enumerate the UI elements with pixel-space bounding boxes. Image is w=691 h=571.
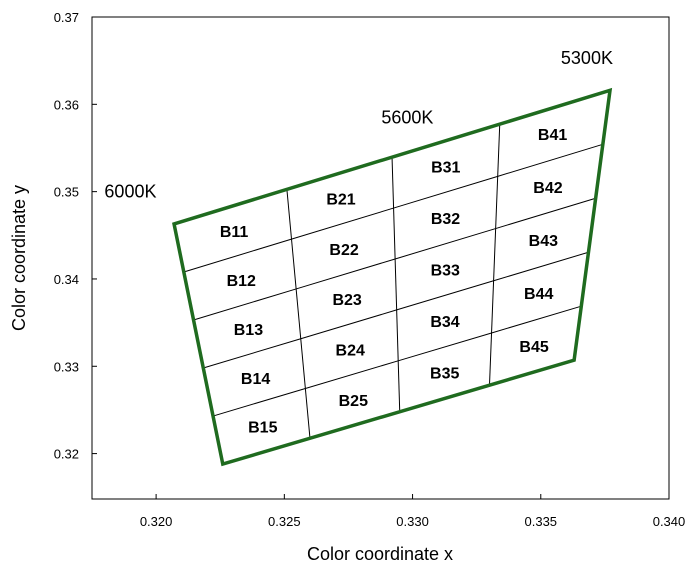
bin-label-b45: B45: [519, 339, 548, 356]
row-divider: [183, 143, 603, 273]
bin-outline: [172, 87, 613, 467]
column-divider: [391, 157, 401, 412]
bin-label-b15: B15: [248, 420, 277, 437]
color-temperature-labels: 6000K 5600K 5300K: [104, 48, 613, 202]
column-divider: [286, 189, 311, 439]
bin-label-b33: B33: [431, 263, 460, 280]
y-tick-label: 0.33: [54, 359, 79, 374]
column-divider: [488, 124, 501, 386]
bin-label-b31: B31: [431, 159, 460, 176]
plot-frame: [91, 16, 670, 500]
bin-label-b32: B32: [431, 211, 460, 228]
bin-label-b25: B25: [339, 393, 368, 410]
bin-region-outline: [172, 87, 613, 467]
bin-label-b21: B21: [326, 191, 355, 208]
bin-label-b13: B13: [234, 322, 263, 339]
color-temperature-label: 5300K: [561, 48, 613, 68]
y-tick-label: 0.35: [54, 185, 79, 200]
x-tick-label: 0.335: [525, 514, 558, 529]
y-tick-label: 0.34: [54, 272, 79, 287]
bin-label-b35: B35: [430, 366, 459, 383]
bin-label-b12: B12: [227, 273, 256, 290]
bin-label-b42: B42: [533, 180, 562, 197]
bin-label-b23: B23: [332, 292, 361, 309]
bin-label-b24: B24: [336, 342, 365, 359]
color-temperature-label: 5600K: [381, 107, 433, 127]
bin-label-b34: B34: [430, 314, 459, 331]
x-tick-label: 0.325: [268, 514, 301, 529]
x-tick-label: 0.320: [140, 514, 173, 529]
bin-grid: [183, 124, 603, 439]
x-axis-title: Color coordinate x: [307, 544, 453, 564]
y-tick-label: 0.36: [54, 97, 79, 112]
y-tick-label: 0.37: [54, 10, 79, 25]
row-divider: [193, 197, 596, 321]
bin-label-b44: B44: [524, 286, 553, 303]
x-tick-label: 0.340: [653, 514, 686, 529]
color-temperature-label: 6000K: [104, 182, 156, 202]
bin-label-b41: B41: [538, 127, 567, 144]
y-tick-label: 0.32: [54, 447, 79, 462]
bin-label-b11: B11: [220, 224, 249, 241]
row-divider: [212, 305, 582, 417]
bin-label-b43: B43: [529, 233, 558, 250]
bin-label-b22: B22: [329, 242, 358, 259]
bin-labels: B11 B12 B13 B14 B15 B21 B22 B23 B24 B25 B31 B32 B33 B…: [220, 127, 568, 437]
bin-label-b14: B14: [241, 371, 270, 388]
row-divider: [203, 251, 589, 369]
y-axis-title: Color coordinate y: [9, 185, 29, 331]
axis-ticks: 0.320 0.325 0.330 0.335 0.340 0.32 0.33 0.34 0.3…: [54, 10, 686, 529]
x-tick-label: 0.330: [396, 514, 429, 529]
